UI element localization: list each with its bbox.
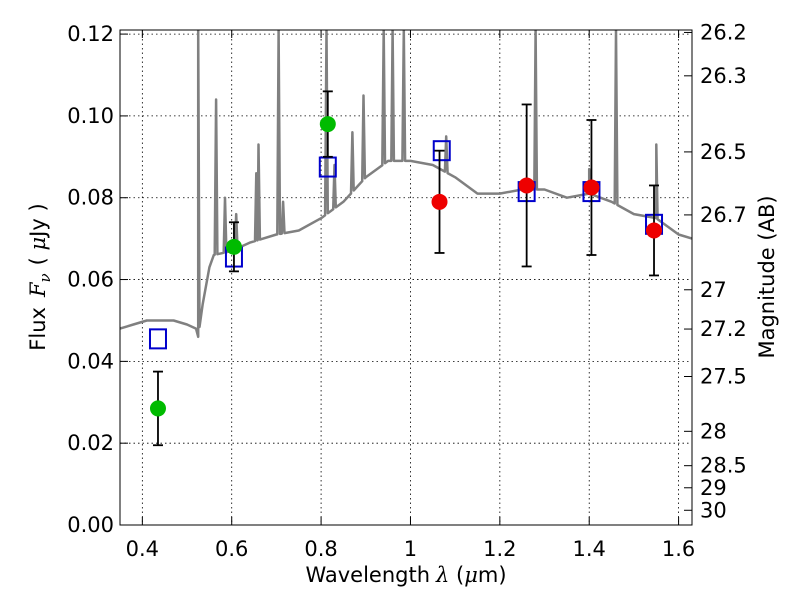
- y2-axis-label: Magnitude (AB): [755, 195, 779, 358]
- mag-tick-label: 28: [700, 419, 727, 443]
- x-tick-label: 0.4: [126, 537, 159, 561]
- ticks: 0.4 0.6 0.8 1 1.2 1.4 1.6 0.00 0.02 0.04 0.06 0.08 0…: [67, 20, 747, 561]
- y-tick-label: 0.08: [67, 186, 114, 210]
- mag-tick-label: 26.5: [700, 140, 747, 164]
- mag-tick-label: 30: [700, 498, 727, 522]
- model-photometry-square: [148, 328, 167, 350]
- y-tick-label: 0.12: [67, 22, 114, 46]
- y-axis-label: FluxFν( μJy ): [26, 203, 54, 350]
- mag-tick-label: 28.5: [700, 454, 747, 478]
- spectrum-line: [120, 30, 692, 339]
- x-tick-label: 1.6: [662, 537, 695, 561]
- x-axis-label: Wavelength λ (μm): [305, 563, 506, 587]
- optical-detections-point: [149, 400, 166, 417]
- y-tick-label: 0.06: [67, 268, 114, 292]
- x-tick-label: 1.2: [483, 537, 516, 561]
- nir-detections-point: [583, 179, 600, 196]
- nir-detections-point: [646, 222, 663, 239]
- nir-detections-point: [518, 177, 535, 194]
- mag-tick-label: 27.2: [700, 317, 747, 341]
- mag-tick-label: 29: [700, 476, 727, 500]
- mag-tick-label: 27: [700, 278, 727, 302]
- optical-detections-point: [319, 116, 336, 133]
- optical-detections-point: [225, 238, 242, 255]
- mag-tick-label: 26.3: [700, 64, 747, 88]
- y-tick-label: 0.04: [67, 349, 114, 373]
- y-tick-label: 0.02: [67, 431, 114, 455]
- mag-tick-label: 26.7: [700, 203, 747, 227]
- nir-detections-point: [431, 193, 448, 210]
- mag-tick-label: 27.5: [700, 365, 747, 389]
- y-tick-label: 0.10: [67, 104, 114, 128]
- y-tick-label: 0.00: [67, 513, 114, 537]
- mag-tick-label: 26.2: [700, 20, 747, 44]
- plot-area: [120, 30, 692, 447]
- plot-frame: [119, 29, 693, 526]
- x-tick-label: 0.8: [304, 537, 337, 561]
- model-photometry-square: [432, 140, 451, 162]
- x-tick-label: 0.6: [215, 537, 248, 561]
- x-tick-label: 1: [404, 537, 417, 561]
- x-tick-label: 1.4: [573, 537, 606, 561]
